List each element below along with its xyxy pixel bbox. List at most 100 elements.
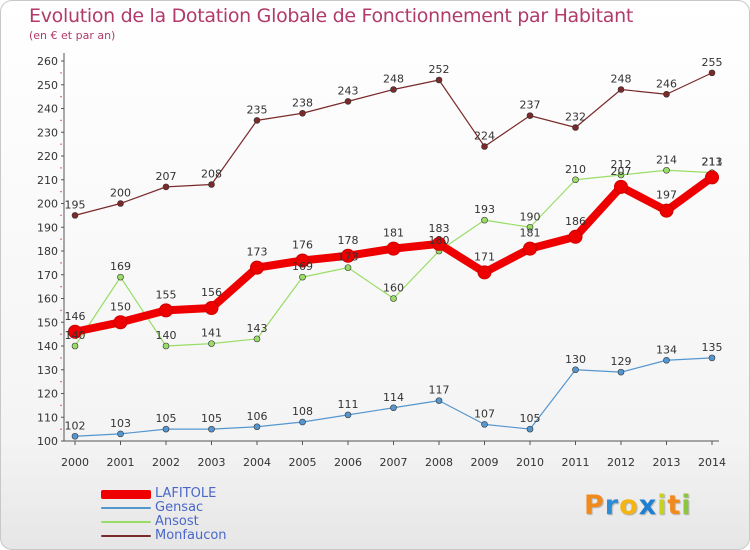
y-minor-tick (60, 262, 62, 264)
y-tick-label: 120 (37, 388, 58, 401)
proxiti-logo: Proxiti (584, 490, 692, 521)
data-point (617, 368, 625, 376)
data-label: 106 (247, 410, 268, 423)
data-label: 180 (429, 234, 450, 247)
y-tick-label: 220 (37, 150, 58, 163)
y-tick-label: 250 (37, 79, 58, 92)
data-label: 130 (565, 353, 586, 366)
data-point (386, 241, 401, 256)
data-label: 195 (65, 198, 86, 211)
data-point (344, 98, 352, 105)
x-tick-label: 2002 (152, 456, 180, 469)
data-label: 214 (656, 153, 677, 166)
data-point (68, 324, 82, 339)
data-point (435, 397, 443, 404)
data-label: 117 (429, 384, 450, 397)
data-point (250, 260, 264, 275)
data-point (663, 166, 670, 174)
data-point (481, 143, 488, 150)
data-label: 103 (110, 417, 131, 430)
data-point (344, 264, 352, 271)
data-label: 207 (156, 170, 177, 183)
data-label: 134 (656, 343, 677, 356)
data-point (526, 223, 534, 231)
data-point (117, 273, 124, 281)
data-label: 248 (383, 73, 404, 86)
data-label: 143 (247, 322, 268, 335)
y-tick-label: 190 (37, 221, 58, 234)
data-label: 105 (201, 412, 222, 425)
data-point (659, 203, 674, 218)
data-point (159, 303, 173, 318)
x-tick-label: 2014 (698, 456, 726, 469)
chart-axes: 100 110 120 130 140 150 160 170 180 190 200 210 220 2… (37, 53, 726, 469)
y-minor-tick (60, 167, 62, 169)
data-label: 173 (338, 251, 359, 264)
data-point (481, 216, 488, 224)
y-minor-tick (60, 285, 62, 288)
data-point (617, 86, 625, 93)
data-label: 102 (65, 419, 86, 432)
data-label: 150 (110, 300, 131, 313)
y-tick-label: 110 (37, 411, 58, 424)
data-label: 111 (338, 398, 359, 411)
data-label: 105 (520, 412, 541, 425)
y-tick-label: 130 (37, 364, 58, 377)
series-lafitole (68, 170, 719, 339)
data-point (253, 335, 261, 343)
data-point (162, 183, 170, 191)
y-tick-label: 180 (37, 245, 58, 258)
data-point (341, 248, 355, 263)
data-label: 169 (110, 260, 131, 273)
data-label: 246 (656, 77, 677, 90)
data-point (526, 425, 534, 433)
legend-item-ansost: Ansost (101, 515, 227, 529)
data-label: 140 (65, 329, 86, 342)
data-label: 190 (520, 210, 541, 223)
data-point (572, 366, 579, 374)
x-tick-label: 2006 (334, 456, 362, 469)
y-minor-tick (60, 238, 62, 240)
data-label: 141 (201, 327, 222, 340)
x-tick-label: 2005 (289, 456, 317, 469)
data-point (71, 212, 79, 219)
y-minor-tick (60, 214, 62, 217)
data-label: 193 (474, 203, 495, 216)
x-tick-label: 2011 (562, 456, 590, 469)
data-point (481, 421, 488, 428)
data-point (208, 340, 215, 347)
data-point (523, 241, 537, 256)
y-tick-label: 210 (37, 174, 58, 187)
series-monfaucon (71, 69, 716, 219)
y-minor-tick (60, 72, 62, 74)
y-minor-tick (60, 380, 62, 383)
y-minor-tick (60, 95, 62, 98)
y-minor-tick (60, 428, 62, 430)
data-point (572, 176, 579, 184)
y-minor-tick (60, 143, 62, 145)
x-tick-label: 2012 (607, 456, 635, 469)
series-layer (68, 69, 719, 440)
data-point (708, 354, 716, 362)
data-point (117, 430, 124, 438)
x-tick-label: 2009 (471, 456, 499, 469)
data-label: 140 (156, 329, 177, 342)
y-tick-label: 200 (37, 198, 58, 211)
legend-label: Ansost (155, 514, 199, 529)
legend-swatch (101, 489, 151, 499)
x-tick-label: 2007 (380, 456, 408, 469)
x-tick-label: 2001 (107, 456, 135, 469)
data-point (477, 265, 492, 280)
data-label: 235 (247, 103, 268, 116)
legend-item-gensac: Gensac (101, 501, 227, 515)
data-label: 232 (565, 111, 586, 124)
data-label: 156 (201, 286, 222, 299)
y-tick-label: 160 (37, 293, 58, 306)
data-point (113, 315, 128, 330)
y-tick-label: 230 (37, 126, 58, 139)
data-point (390, 86, 397, 93)
data-label: 186 (565, 215, 586, 228)
data-label: 169 (292, 260, 313, 273)
legend-swatch (101, 521, 151, 523)
chart-title: Evolution de la Dotation Globale de Fonc… (29, 5, 634, 27)
